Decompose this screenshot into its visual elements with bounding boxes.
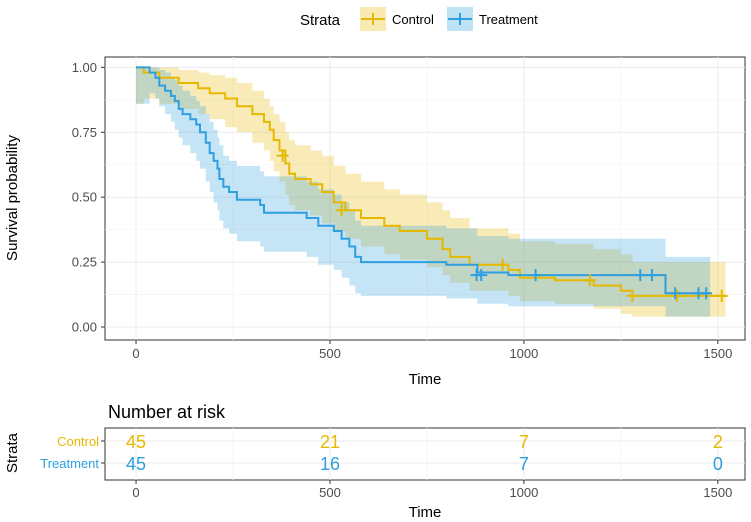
survival-curve-control [136,66,726,297]
censor-mark-treatment [669,287,682,300]
risk-table-y-label: Strata [4,432,21,473]
risk-count-treatment: 0 [713,454,723,474]
censor-mark-treatment [529,269,542,282]
y-tick-label: 0.25 [72,255,97,270]
censor-mark-control [671,289,684,302]
ci-band-control [136,67,726,317]
risk-row-label-control: Control [57,434,99,449]
x-tick-label: 500 [319,346,341,361]
x-tick-label: 0 [132,346,139,361]
censor-mark-control [496,258,509,271]
y-axis-label: Survival probability [4,135,21,261]
censor-mark-control [583,274,596,287]
risk-count-control: 7 [519,432,529,452]
censor-mark-treatment [475,269,488,282]
survival-plot: 0.00 0.25 0.50 0.75 1.00 0 500 1000 1500 Surviv… [4,56,746,388]
risk-count-treatment: 45 [126,454,146,474]
table-x-tick-label: 0 [132,485,139,500]
x-tick-label: 1000 [509,346,538,361]
risk-count-control: 45 [126,432,146,452]
legend: Strata Control Treatment [300,7,538,31]
censor-mark-control [626,289,639,302]
legend-title: Strata [300,12,341,29]
x-axis-label: Time [409,371,442,388]
survival-curve-treatment [136,66,711,295]
censor-mark-treatment [700,287,713,300]
y-tick-label: 1.00 [72,60,97,75]
risk-count-treatment: 7 [519,454,529,474]
censor-mark-treatment [634,269,647,282]
risk-table: Number at risk Control 45 21 7 2 Treatment 45 1… [4,402,746,521]
censor-mark-control [276,149,289,162]
table-x-tick-label: 1000 [509,485,538,500]
table-x-tick-label: 500 [319,485,341,500]
table-x-tick-label: 1500 [703,485,732,500]
y-tick-label: 0.50 [72,190,97,205]
y-tick-label: 0.75 [72,125,97,140]
legend-label-control: Control [392,12,434,27]
risk-table-title: Number at risk [108,402,226,422]
ci-band-treatment [136,67,711,317]
censor-mark-treatment [645,269,658,282]
risk-count-control: 2 [713,432,723,452]
censor-mark-control [335,204,348,217]
y-tick-label: 0.00 [72,320,97,335]
risk-count-control: 21 [320,432,340,452]
x-tick-label: 1500 [703,346,732,361]
legend-label-treatment: Treatment [479,12,538,27]
risk-row-label-treatment: Treatment [40,456,99,471]
risk-table-x-label: Time [409,504,442,521]
risk-count-treatment: 16 [320,454,340,474]
censor-mark-control [715,289,728,302]
